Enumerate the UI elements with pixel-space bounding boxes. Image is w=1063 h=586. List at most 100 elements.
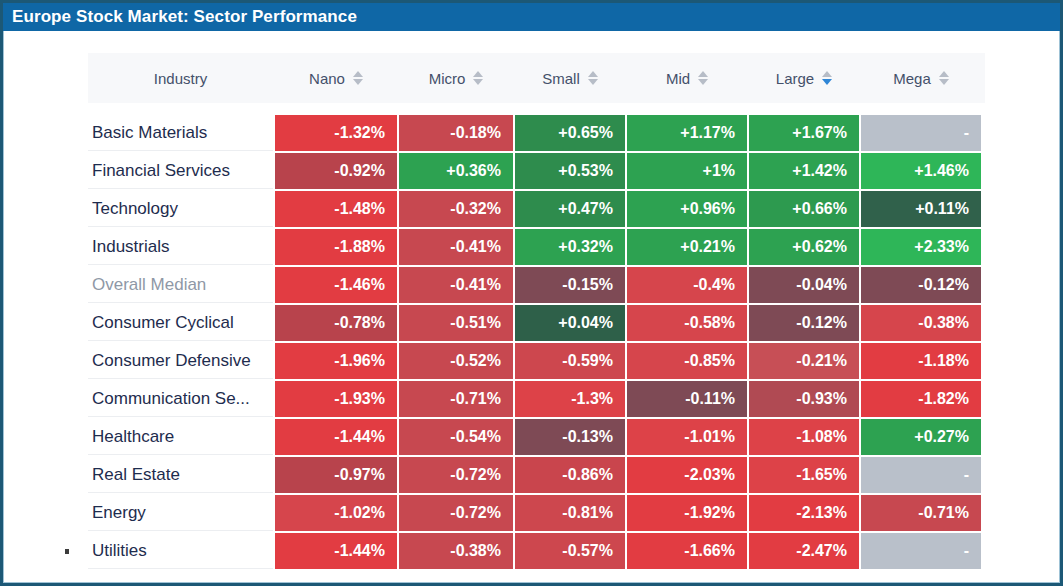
value-cell: -0.38% bbox=[399, 533, 513, 569]
table-row: Basic Materials-1.32%-0.18%+0.65%+1.17%+… bbox=[88, 115, 985, 151]
value-cell: -2.13% bbox=[749, 495, 859, 531]
column-header-nano[interactable]: Nano bbox=[275, 53, 397, 103]
value-cell: -0.51% bbox=[399, 305, 513, 341]
value-cell: +1.17% bbox=[627, 115, 747, 151]
value-cell: -0.85% bbox=[627, 343, 747, 379]
value-cell: +1.46% bbox=[861, 153, 981, 189]
industry-label: Real Estate bbox=[88, 457, 273, 493]
value-cell: -0.93% bbox=[749, 381, 859, 417]
column-header-industry: Industry bbox=[88, 53, 273, 103]
value-cell: +1% bbox=[627, 153, 747, 189]
value-cell: -0.18% bbox=[399, 115, 513, 151]
column-label: Mega bbox=[893, 70, 931, 87]
table-row: Communication Se...-1.93%-0.71%-1.3%-0.1… bbox=[88, 381, 985, 417]
value-cell: -0.21% bbox=[749, 343, 859, 379]
value-cell: -0.97% bbox=[275, 457, 397, 493]
industry-label: Basic Materials bbox=[88, 115, 273, 151]
industry-label: Healthcare bbox=[88, 419, 273, 455]
column-label: Large bbox=[776, 70, 814, 87]
value-cell: +2.33% bbox=[861, 229, 981, 265]
value-cell: +0.47% bbox=[515, 191, 625, 227]
industry-label: Financial Services bbox=[88, 153, 273, 189]
value-cell: -1.32% bbox=[275, 115, 397, 151]
table-body: Basic Materials-1.32%-0.18%+0.65%+1.17%+… bbox=[88, 115, 985, 569]
value-cell: -0.71% bbox=[399, 381, 513, 417]
column-header-large[interactable]: Large bbox=[749, 53, 859, 103]
value-cell: -0.52% bbox=[399, 343, 513, 379]
industry-label: Energy bbox=[88, 495, 273, 531]
value-cell: -1.88% bbox=[275, 229, 397, 265]
value-cell: - bbox=[861, 457, 981, 493]
value-cell: -0.12% bbox=[861, 267, 981, 303]
column-header-mega[interactable]: Mega bbox=[861, 53, 981, 103]
value-cell: -0.72% bbox=[399, 495, 513, 531]
table-row: Financial Services-0.92%+0.36%+0.53%+1%+… bbox=[88, 153, 985, 189]
value-cell: - bbox=[861, 115, 981, 151]
value-cell: -0.72% bbox=[399, 457, 513, 493]
value-cell: -2.47% bbox=[749, 533, 859, 569]
table-row: Consumer Defensive-1.96%-0.52%-0.59%-0.8… bbox=[88, 343, 985, 379]
table-row: Healthcare-1.44%-0.54%-0.13%-1.01%-1.08%… bbox=[88, 419, 985, 455]
sort-arrows-icon bbox=[353, 71, 363, 85]
title-bar: Europe Stock Market: Sector Performance bbox=[3, 3, 1060, 31]
value-cell: -0.41% bbox=[399, 229, 513, 265]
value-cell: -0.54% bbox=[399, 419, 513, 455]
value-cell: +1.42% bbox=[749, 153, 859, 189]
value-cell: -1.3% bbox=[515, 381, 625, 417]
sort-arrows-icon bbox=[939, 71, 949, 85]
value-cell: -2.03% bbox=[627, 457, 747, 493]
sort-arrows-icon bbox=[698, 71, 708, 85]
value-cell: -1.18% bbox=[861, 343, 981, 379]
value-cell: -1.44% bbox=[275, 533, 397, 569]
column-label: Micro bbox=[429, 70, 466, 87]
table-header-row: Industry Nano Micro SmallMid Large Mega bbox=[88, 53, 985, 103]
column-header-mid[interactable]: Mid bbox=[627, 53, 747, 103]
page-title: Europe Stock Market: Sector Performance bbox=[12, 7, 357, 27]
value-cell: +0.27% bbox=[861, 419, 981, 455]
app-window: Europe Stock Market: Sector Performance … bbox=[0, 0, 1063, 586]
value-cell: -0.12% bbox=[749, 305, 859, 341]
value-cell: -0.92% bbox=[275, 153, 397, 189]
value-cell: +0.53% bbox=[515, 153, 625, 189]
value-cell: -1.82% bbox=[861, 381, 981, 417]
industry-label: Consumer Cyclical bbox=[88, 305, 273, 341]
value-cell: -0.71% bbox=[861, 495, 981, 531]
value-cell: - bbox=[861, 533, 981, 569]
industry-label: Communication Se... bbox=[88, 381, 273, 417]
value-cell: -0.81% bbox=[515, 495, 625, 531]
value-cell: -0.32% bbox=[399, 191, 513, 227]
value-cell: -1.01% bbox=[627, 419, 747, 455]
sector-performance-table: Industry Nano Micro SmallMid Large Mega Basi… bbox=[88, 53, 985, 571]
value-cell: +0.04% bbox=[515, 305, 625, 341]
column-header-small[interactable]: Small bbox=[515, 53, 625, 103]
value-cell: -1.44% bbox=[275, 419, 397, 455]
value-cell: -1.08% bbox=[749, 419, 859, 455]
table-row: Consumer Cyclical-0.78%-0.51%+0.04%-0.58… bbox=[88, 305, 985, 341]
value-cell: -0.15% bbox=[515, 267, 625, 303]
value-cell: -0.58% bbox=[627, 305, 747, 341]
value-cell: -1.66% bbox=[627, 533, 747, 569]
table-row: Technology-1.48%-0.32%+0.47%+0.96%+0.66%… bbox=[88, 191, 985, 227]
industry-label: Consumer Defensive bbox=[88, 343, 273, 379]
value-cell: -1.48% bbox=[275, 191, 397, 227]
sort-arrows-icon bbox=[588, 71, 598, 85]
sort-arrows-icon bbox=[473, 71, 483, 85]
value-cell: +0.66% bbox=[749, 191, 859, 227]
value-cell: +1.67% bbox=[749, 115, 859, 151]
value-cell: -1.96% bbox=[275, 343, 397, 379]
value-cell: -0.11% bbox=[627, 381, 747, 417]
value-cell: -0.57% bbox=[515, 533, 625, 569]
value-cell: -1.93% bbox=[275, 381, 397, 417]
industry-label: Utilities bbox=[88, 533, 273, 569]
value-cell: +0.21% bbox=[627, 229, 747, 265]
value-cell: -0.86% bbox=[515, 457, 625, 493]
value-cell: -1.46% bbox=[275, 267, 397, 303]
screenshot-artifact-dot bbox=[65, 549, 69, 554]
column-header-micro[interactable]: Micro bbox=[399, 53, 513, 103]
industry-label: Industrials bbox=[88, 229, 273, 265]
value-cell: +0.11% bbox=[861, 191, 981, 227]
column-label: Nano bbox=[309, 70, 345, 87]
value-cell: +0.96% bbox=[627, 191, 747, 227]
value-cell: +0.62% bbox=[749, 229, 859, 265]
table-row: Energy-1.02%-0.72%-0.81%-1.92%-2.13%-0.7… bbox=[88, 495, 985, 531]
